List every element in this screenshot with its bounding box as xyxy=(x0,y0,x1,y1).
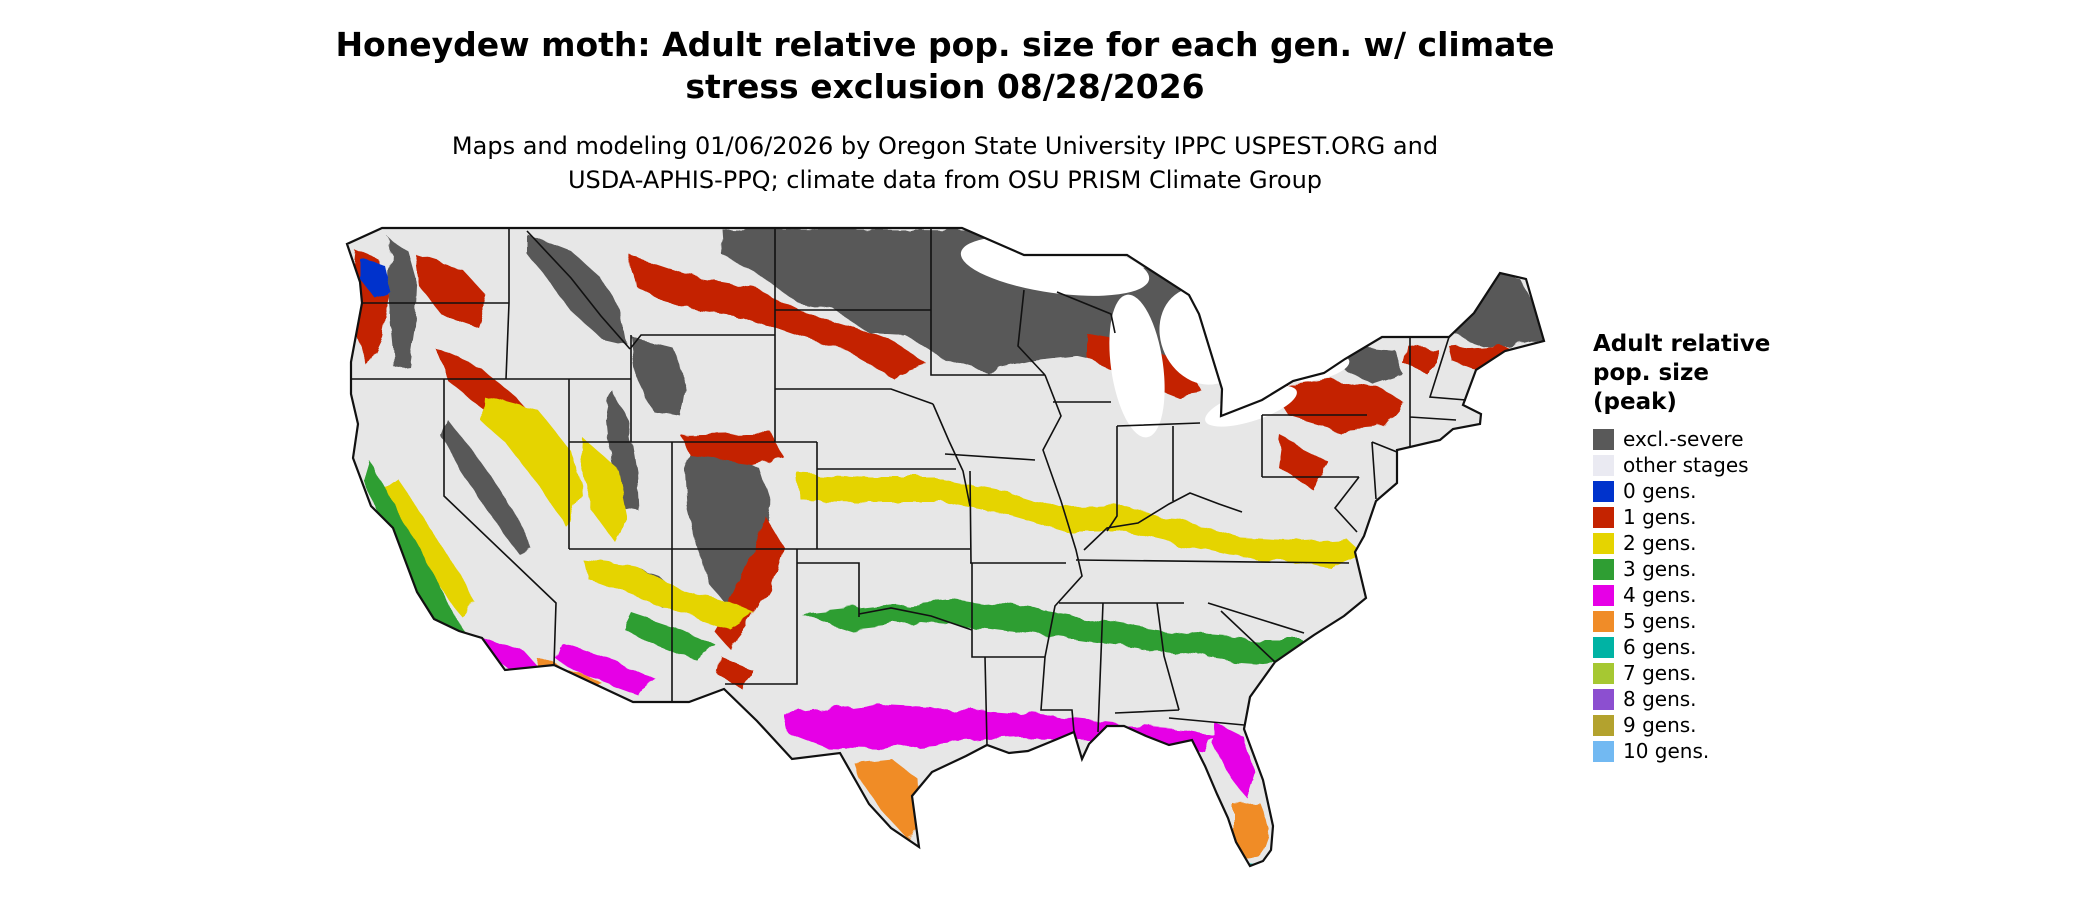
page-title: Honeydew moth: Adult relative pop. size … xyxy=(0,24,1890,108)
legend-swatch xyxy=(1593,584,1614,606)
legend-swatch xyxy=(1593,532,1614,554)
legend-item-label: 9 gens. xyxy=(1623,713,1697,738)
figure-subtitle: Maps and modeling 01/06/2026 by Oregon S… xyxy=(0,130,1890,197)
legend-item-label: 6 gens. xyxy=(1623,635,1697,660)
legend-item-label: 8 gens. xyxy=(1623,687,1697,712)
legend-item: 7 gens. xyxy=(1593,660,1873,686)
map-region-0-gens xyxy=(361,260,391,298)
map-region-1-gens xyxy=(351,250,1535,686)
legend-swatch xyxy=(1593,558,1614,580)
us-map xyxy=(331,216,1561,896)
legend-swatch xyxy=(1593,428,1614,450)
legend-item: excl.-severe xyxy=(1593,426,1873,452)
map-legend: Adult relative pop. size (peak) excl.-se… xyxy=(1593,330,1873,764)
legend-item: 3 gens. xyxy=(1593,556,1873,582)
legend-swatch xyxy=(1593,610,1614,632)
us-outline xyxy=(345,226,1546,868)
legend-title-line-1: Adult relative xyxy=(1593,331,1771,357)
legend-swatch xyxy=(1593,454,1614,476)
legend-swatch xyxy=(1593,662,1614,684)
legend-item-label: 3 gens. xyxy=(1623,557,1697,582)
lake-erie xyxy=(1205,385,1297,427)
legend-item: 5 gens. xyxy=(1593,608,1873,634)
legend-item-label: 1 gens. xyxy=(1623,505,1697,530)
map-region-2-gens xyxy=(383,396,1363,630)
legend-item-label: 5 gens. xyxy=(1623,609,1697,634)
legend-item-label: excl.-severe xyxy=(1623,427,1744,452)
legend-swatch xyxy=(1593,688,1614,710)
map-region-5-gens xyxy=(537,658,1269,858)
legend-swatch xyxy=(1593,636,1614,658)
legend-item: 4 gens. xyxy=(1593,582,1873,608)
lake-huron xyxy=(1159,287,1247,385)
lake-ontario xyxy=(1282,354,1350,382)
legend-item-label: 10 gens. xyxy=(1623,739,1710,764)
lake-superior xyxy=(960,236,1150,296)
legend-item-label: 4 gens. xyxy=(1623,583,1697,608)
legend-item-label: other stages xyxy=(1623,453,1749,478)
legend-swatch xyxy=(1593,740,1614,762)
legend-item-label: 7 gens. xyxy=(1623,661,1697,686)
legend-item-label: 0 gens. xyxy=(1623,479,1697,504)
subtitle-line-1: Maps and modeling 01/06/2026 by Oregon S… xyxy=(451,132,1439,161)
legend-item: 9 gens. xyxy=(1593,712,1873,738)
figure-header: Honeydew moth: Adult relative pop. size … xyxy=(0,24,1890,198)
legend-item: 6 gens. xyxy=(1593,634,1873,660)
us-map-svg xyxy=(345,226,1546,868)
legend-item: 10 gens. xyxy=(1593,738,1873,764)
legend-swatch xyxy=(1593,714,1614,736)
legend-item: 8 gens. xyxy=(1593,686,1873,712)
great-lakes xyxy=(960,236,1350,438)
subtitle-line-2: USDA-APHIS-PPQ; climate data from OSU PR… xyxy=(567,166,1323,195)
lake-michigan xyxy=(1109,294,1165,438)
legend-item: 0 gens. xyxy=(1593,478,1873,504)
legend-item-label: 2 gens. xyxy=(1623,531,1697,556)
map-raster-layers xyxy=(347,228,1544,866)
title-line-1: Honeydew moth: Adult relative pop. size … xyxy=(335,25,1555,64)
state-borders xyxy=(351,228,1467,746)
legend-title-line-3: (peak) xyxy=(1593,388,1677,415)
legend-swatch xyxy=(1593,480,1614,502)
legend-title: Adult relative pop. size (peak) xyxy=(1593,330,1873,416)
legend-item: other stages xyxy=(1593,452,1873,478)
map-region-3-gens xyxy=(365,462,1329,664)
title-line-2: stress exclusion 08/28/2026 xyxy=(685,67,1205,107)
legend-item: 1 gens. xyxy=(1593,504,1873,530)
legend-title-line-2: pop. size xyxy=(1593,359,1710,386)
legend-item: 2 gens. xyxy=(1593,530,1873,556)
legend-swatch xyxy=(1593,506,1614,528)
map-region-4-gens xyxy=(481,636,1255,798)
